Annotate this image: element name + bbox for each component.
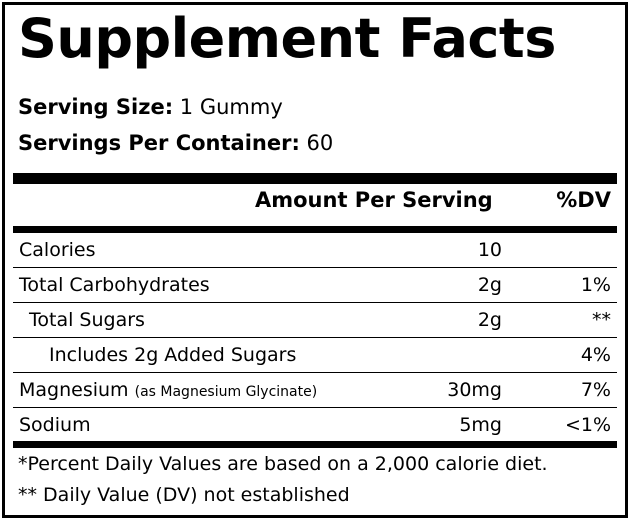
divider-footer <box>13 441 617 448</box>
row-divider <box>13 267 617 268</box>
nutrient-amount: 10 <box>477 239 502 261</box>
supplement-facts-panel: Supplement Facts Serving Size: 1 Gummy S… <box>2 2 628 518</box>
row-divider <box>13 407 617 408</box>
nutrient-amount: 30mg <box>447 379 502 401</box>
nutrient-dv: <1% <box>564 414 611 436</box>
row-divider <box>13 337 617 338</box>
divider-thick <box>13 173 617 184</box>
serving-size: Serving Size: 1 Gummy <box>18 95 283 119</box>
nutrient-name: Includes 2g Added Sugars <box>49 344 297 366</box>
nutrient-row-calories: Calories 10 <box>13 233 617 267</box>
nutrient-row-total-carbohydrates: Total Carbohydrates 2g 1% <box>13 268 617 302</box>
nutrient-amount: 2g <box>477 274 502 296</box>
nutrient-name: Sodium <box>19 414 91 436</box>
panel-title: Supplement Facts <box>18 7 556 70</box>
nutrient-name: Calories <box>19 239 96 261</box>
nutrient-row-sodium: Sodium 5mg <1% <box>13 408 617 442</box>
serving-size-label: Serving Size: <box>18 95 174 119</box>
nutrient-note: (as Magnesium Glycinate) <box>134 384 318 400</box>
nutrient-dv: 1% <box>580 274 611 296</box>
divider-header <box>13 226 617 233</box>
nutrient-dv: ** <box>592 309 611 331</box>
nutrient-amount: 2g <box>477 309 502 331</box>
daily-value-header: %DV <box>556 188 611 212</box>
footnote-daily-value: *Percent Daily Values are based on a 2,0… <box>18 453 548 475</box>
row-divider <box>13 302 617 303</box>
row-divider <box>13 372 617 373</box>
nutrient-dv: 7% <box>580 379 611 401</box>
nutrient-row-magnesium: Magnesium (as Magnesium Glycinate) 30mg … <box>13 373 617 407</box>
servings-per-container: Servings Per Container: 60 <box>18 131 333 155</box>
nutrient-row-total-sugars: Total Sugars 2g ** <box>13 303 617 337</box>
nutrient-dv: 4% <box>580 344 611 366</box>
nutrient-name: Magnesium (as Magnesium Glycinate) <box>19 379 318 401</box>
serving-size-value: 1 Gummy <box>179 95 283 119</box>
nutrient-name: Total Carbohydrates <box>19 274 210 296</box>
nutrient-row-added-sugars: Includes 2g Added Sugars 4% <box>13 338 617 372</box>
amount-per-serving-header: Amount Per Serving <box>255 188 493 212</box>
footnote-not-established: ** Daily Value (DV) not established <box>18 484 350 506</box>
servings-per-container-value: 60 <box>306 131 334 155</box>
nutrient-amount: 5mg <box>459 414 502 436</box>
servings-per-container-label: Servings Per Container: <box>18 131 300 155</box>
nutrient-name: Total Sugars <box>29 309 145 331</box>
